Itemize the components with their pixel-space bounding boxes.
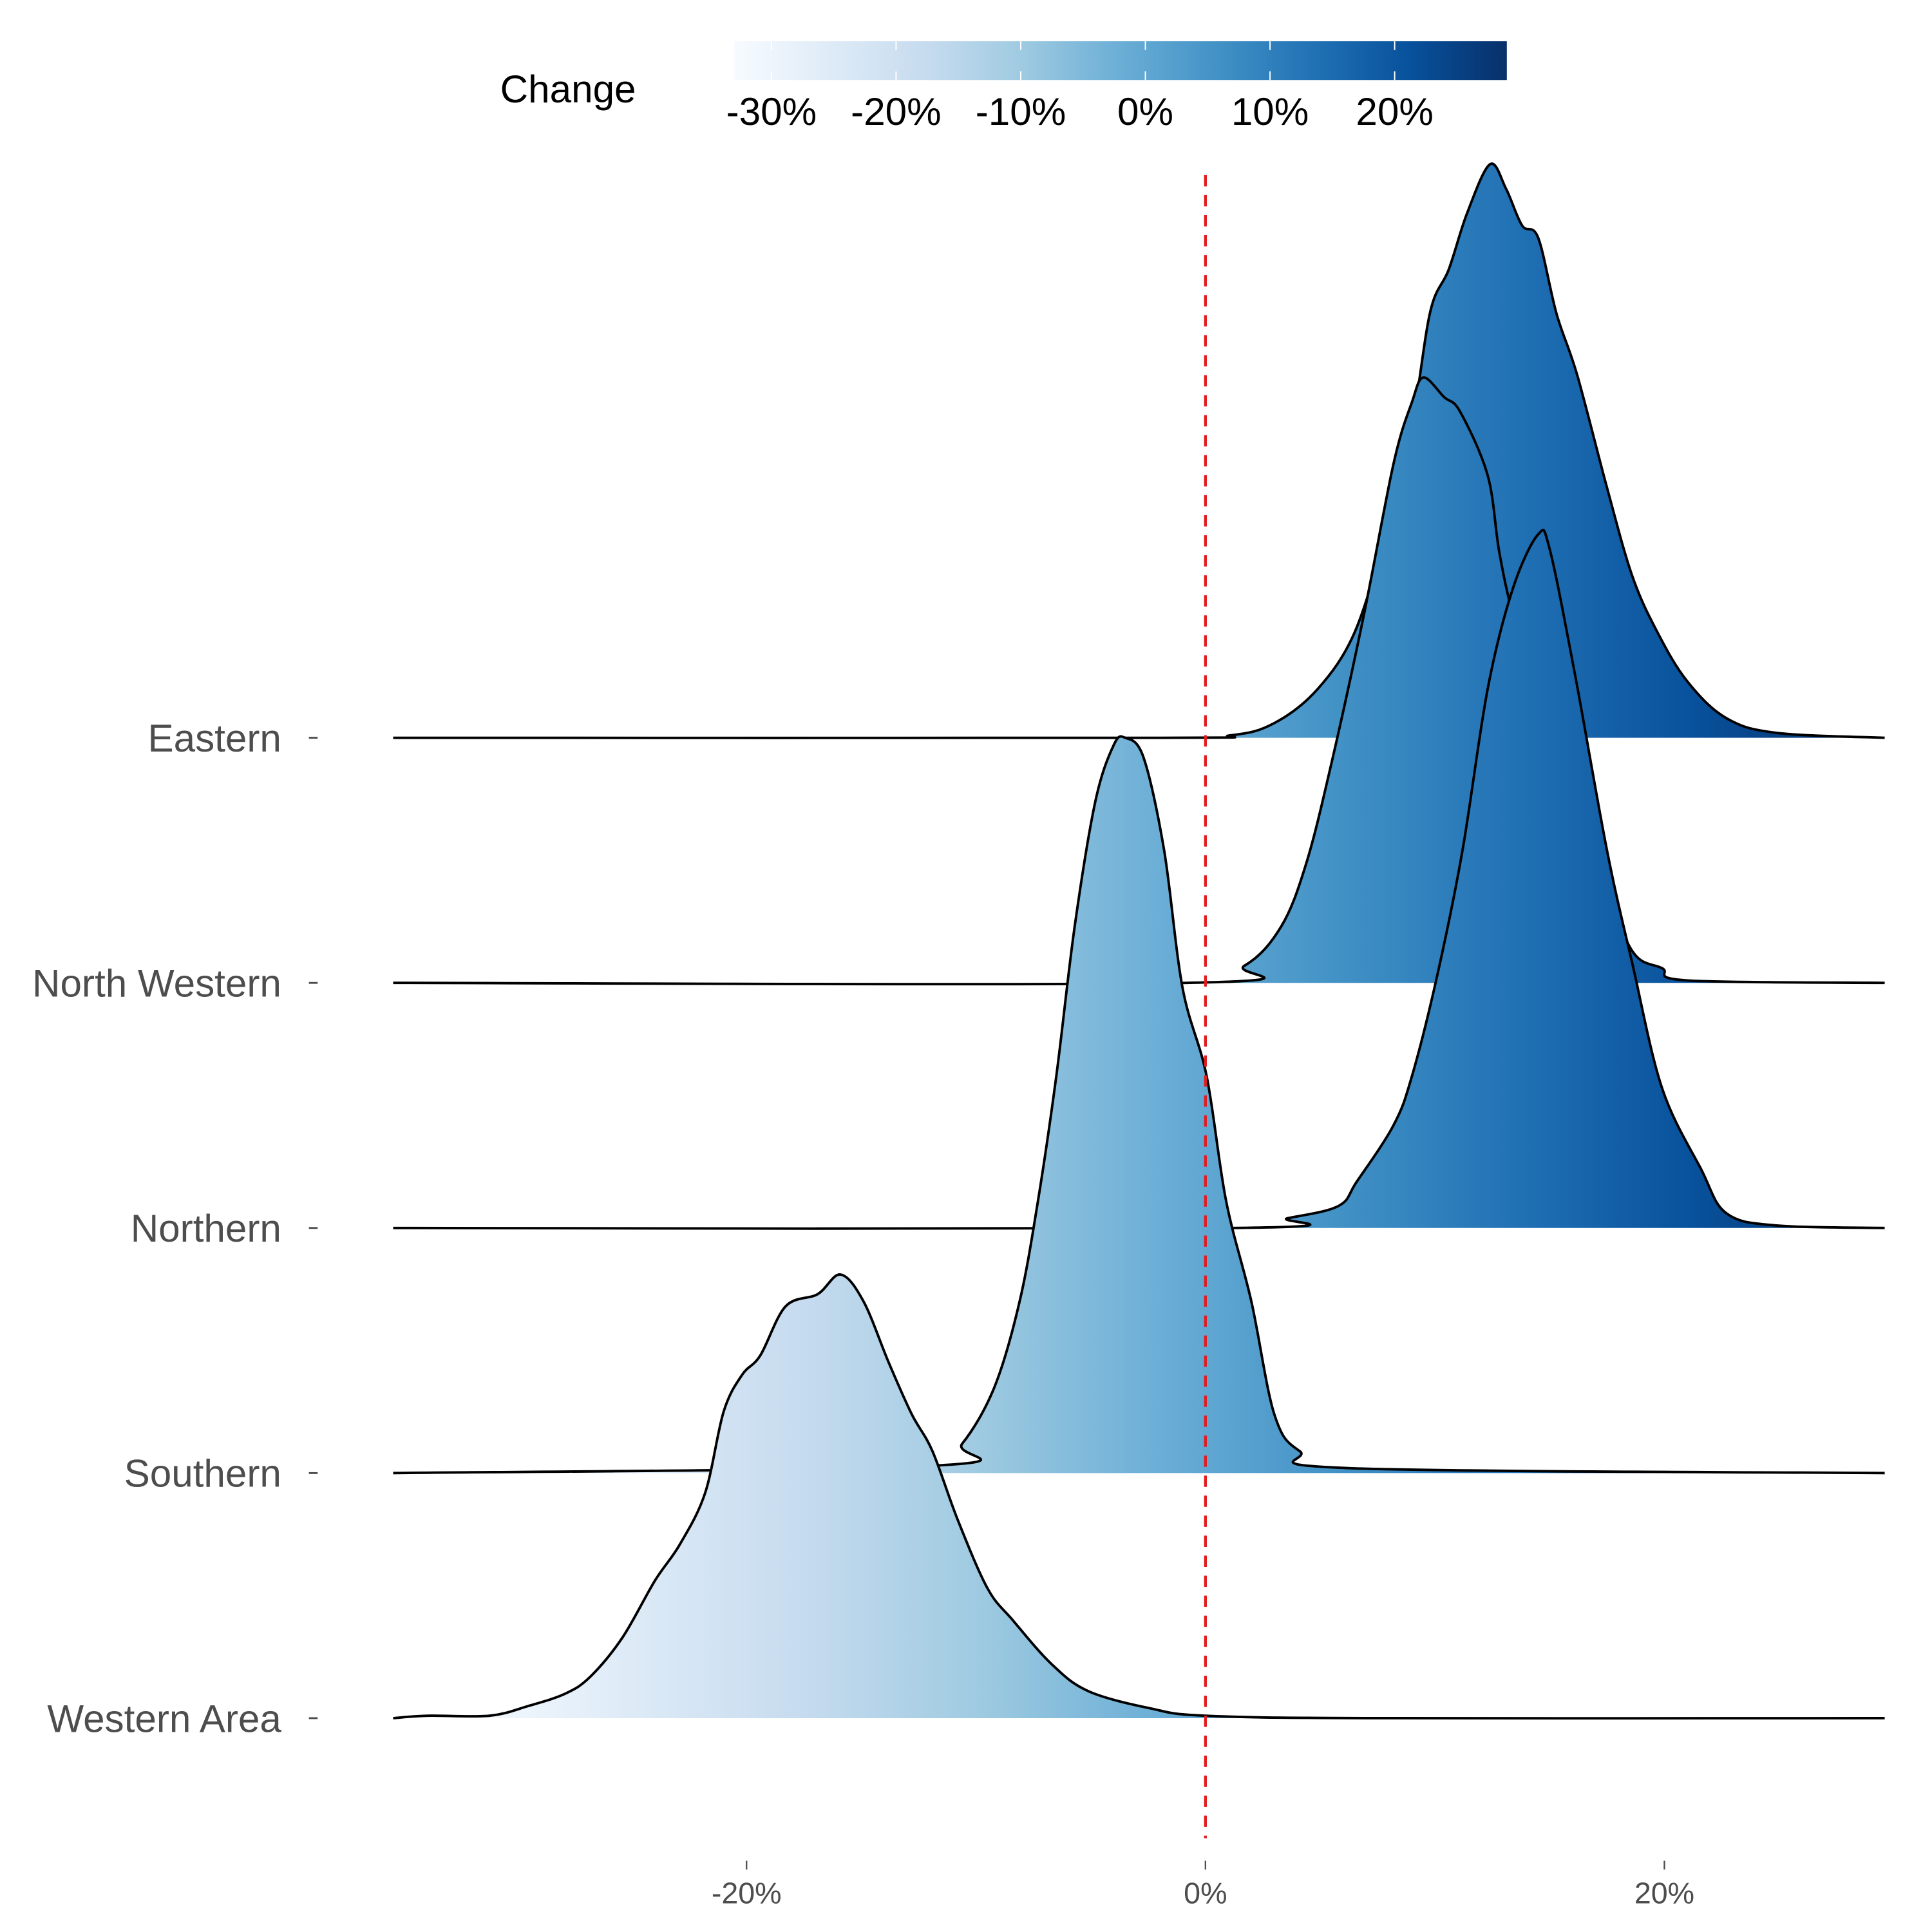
- y-tick-label: Northern: [131, 1207, 281, 1250]
- ridge-outline: [393, 162, 1885, 739]
- legend: Change -30% -20% -10% 0% 10% 20%: [500, 41, 1507, 133]
- y-tick-label: North Western: [32, 962, 281, 1005]
- ridge-fill: [393, 1274, 1885, 1719]
- ridge-fill: [393, 736, 1885, 1473]
- legend-colorbar: [734, 41, 1507, 80]
- legend-tick-label: 0%: [1117, 90, 1173, 133]
- ridge-eastern: [393, 162, 1885, 739]
- ridge-outline: [393, 529, 1885, 1230]
- ridge-outline: [393, 735, 1885, 1475]
- y-tick-label: Southern: [124, 1452, 281, 1495]
- legend-tick-label: -10%: [976, 90, 1066, 133]
- legend-title: Change: [500, 68, 636, 111]
- ridge-fill: [393, 529, 1885, 1229]
- legend-tick-label: -30%: [726, 90, 817, 133]
- legend-tick-label: 10%: [1231, 90, 1309, 133]
- x-tick-label: -20%: [712, 1876, 782, 1909]
- y-tick-label: Eastern: [147, 717, 281, 760]
- x-tick-label: 20%: [1634, 1876, 1694, 1909]
- legend-tick-label: 20%: [1356, 90, 1433, 133]
- x-tick-label: 0%: [1184, 1876, 1227, 1909]
- ridge-northern: [393, 529, 1885, 1230]
- y-tick-label: Western Area: [47, 1697, 281, 1740]
- legend-tick-label: -20%: [851, 90, 942, 133]
- ridge-outline: [393, 1273, 1885, 1720]
- ridge-western-area: [393, 1273, 1885, 1720]
- ridge-southern: [393, 735, 1885, 1475]
- ridge-fill: [393, 164, 1885, 738]
